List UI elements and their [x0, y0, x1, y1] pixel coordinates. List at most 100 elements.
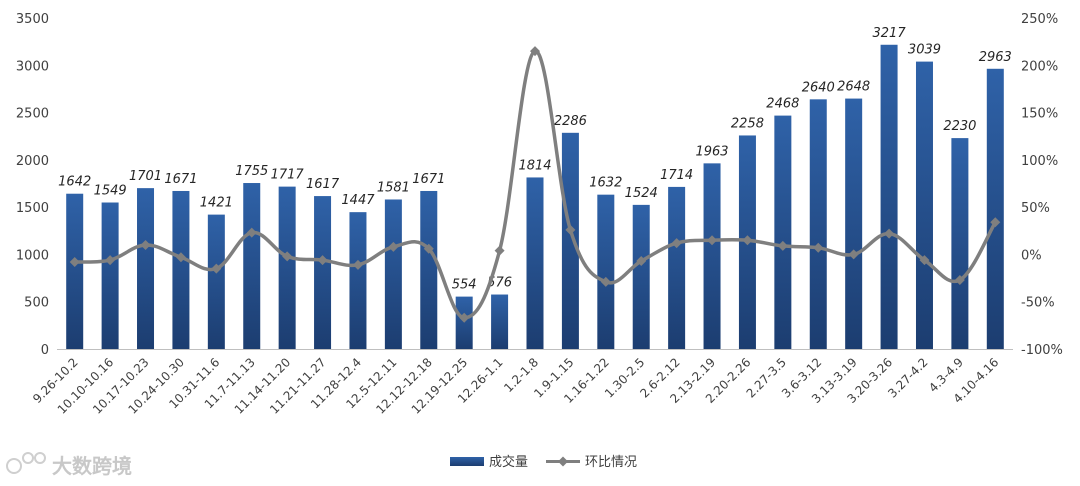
- bar-data-label: 2963: [979, 50, 1012, 65]
- y-left-tick-label: 500: [24, 296, 49, 311]
- line-point: [565, 224, 576, 235]
- bar-data-label: 1814: [518, 158, 551, 173]
- bar: [561, 132, 579, 349]
- bar-data-label: 1642: [58, 175, 91, 190]
- line-series: [69, 46, 1001, 323]
- bar: [137, 188, 155, 349]
- bar: [774, 115, 792, 349]
- bar: [314, 196, 332, 349]
- legend-swatch-bar: [450, 457, 484, 466]
- line-point: [530, 46, 540, 57]
- watermark: 大数跨境: [6, 452, 132, 478]
- y-right-tick-label: 0%: [1021, 248, 1042, 263]
- line-point: [459, 312, 470, 323]
- line-point: [282, 251, 293, 262]
- y-right-tick-label: -100%: [1021, 343, 1063, 358]
- bar-data-label: 2230: [943, 119, 976, 134]
- bar-data-label: 3217: [873, 26, 907, 41]
- line-point: [105, 255, 116, 266]
- bar-data-label: 1581: [377, 180, 410, 195]
- legend-marker-line: [558, 456, 568, 467]
- bar: [384, 199, 402, 349]
- line-point: [742, 235, 753, 246]
- bar: [597, 194, 615, 349]
- bar: [455, 296, 473, 349]
- bar: [278, 186, 296, 349]
- bar-data-label: 1447: [341, 193, 375, 208]
- legend-label-line: 环比情况: [585, 455, 637, 470]
- bar: [243, 183, 261, 349]
- bar: [207, 214, 225, 349]
- bar: [632, 204, 650, 349]
- bar-data-label: 554: [452, 278, 477, 293]
- watermark-logo-icon: [6, 452, 46, 474]
- line-point: [69, 256, 80, 267]
- line-point: [600, 276, 611, 287]
- bar-data-label: 3039: [908, 43, 941, 58]
- y-left-tick-label: 3000: [16, 59, 49, 74]
- line-point: [636, 256, 647, 267]
- line-point: [954, 274, 965, 285]
- y-left-tick-label: 3500: [16, 12, 49, 27]
- bar: [915, 61, 933, 350]
- bar-data-label: 2258: [731, 116, 764, 131]
- x-axis-tick-labels: 9.26-10.210.10-10.1610.17-10.2310.24-10.…: [30, 355, 1001, 417]
- bar: [526, 177, 544, 349]
- y-left-tick-label: 0: [41, 343, 49, 358]
- bar-data-label: 1755: [235, 164, 268, 179]
- y-left-tick-label: 1500: [16, 201, 49, 216]
- line-point: [175, 252, 186, 263]
- line-point: [671, 238, 682, 249]
- y-right-tick-label: 200%: [1021, 59, 1058, 74]
- line-point: [211, 263, 222, 274]
- bar-data-label: 1617: [306, 177, 340, 192]
- bar-data-label: 1671: [412, 172, 445, 187]
- y-right-tick-label: 50%: [1021, 201, 1050, 216]
- line-point: [246, 227, 257, 238]
- line-point: [848, 249, 859, 260]
- line-point: [352, 259, 363, 270]
- y-right-tick-label: 250%: [1021, 12, 1058, 27]
- line-point: [317, 255, 328, 266]
- line-point: [919, 255, 930, 266]
- bar: [703, 163, 721, 349]
- bar-data-label: 1701: [129, 169, 162, 184]
- line-point: [140, 239, 151, 250]
- bar: [66, 193, 84, 349]
- legend-label-bar: 成交量: [489, 454, 528, 470]
- line-point: [813, 242, 824, 253]
- chart-axes: 0 500 1000 1500 2000 2500 3000 3500 -100% -50% 0% 5…: [16, 12, 1063, 358]
- y-right-tick-label: 100%: [1021, 154, 1058, 169]
- line-point: [707, 235, 718, 246]
- line-point: [990, 217, 1001, 228]
- bar-data-label: 2468: [766, 97, 799, 112]
- bar: [420, 190, 438, 349]
- bar-data-label: 1549: [94, 184, 127, 199]
- bar-data-label: 1717: [271, 168, 305, 183]
- line-point: [777, 240, 788, 251]
- line-point: [388, 241, 399, 252]
- bar-data-label: 2640: [802, 80, 835, 95]
- y-right-tick-label: 150%: [1021, 107, 1058, 122]
- bar-data-label: 1714: [660, 168, 693, 183]
- bar: [491, 294, 509, 349]
- bar: [809, 99, 827, 350]
- line-point: [494, 245, 505, 256]
- y-left-tick-label: 1000: [16, 248, 49, 263]
- line-point: [423, 243, 434, 254]
- y-left-tick-label: 2000: [16, 154, 49, 169]
- bar-data-label: 2648: [837, 80, 870, 95]
- y-right-tick-label: -50%: [1021, 296, 1055, 311]
- bar: [951, 138, 969, 349]
- bar-data-label: 1524: [625, 186, 658, 201]
- chart-legend: 成交量 环比情况: [450, 454, 637, 470]
- bar-data-label: 1632: [589, 176, 622, 191]
- bar: [668, 186, 686, 349]
- watermark-text: 大数跨境: [52, 454, 132, 478]
- bar-data-label: 576: [487, 276, 512, 291]
- bar-data-label: 1421: [200, 196, 233, 211]
- line-point: [884, 228, 895, 239]
- bar: [986, 68, 1004, 350]
